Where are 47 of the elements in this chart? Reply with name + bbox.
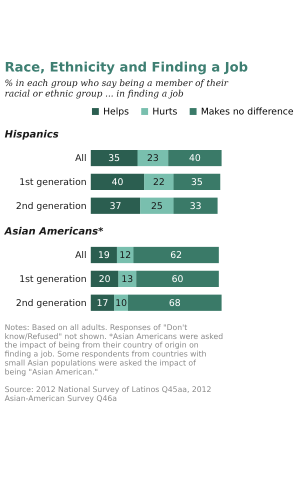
bar [90,150,138,166]
bar [90,198,140,214]
source-note: Source: 2012 National Survey of Latinos Q45aa, 2012 Asian-American Survey Q46a [4,384,212,403]
legend-label: Hurts [152,106,178,118]
y-tick-label: All [75,250,87,262]
data-label: 40 [189,153,201,164]
data-label: 25 [150,200,163,212]
bar [174,174,220,190]
chart-title: Race, Ethnicity and Finding a Job [4,60,248,76]
bar [133,246,219,264]
data-label: 10 [115,298,128,309]
legend-label: Makes no difference [200,106,294,118]
bar [140,198,174,214]
bar [144,174,174,190]
data-label: 62 [170,250,182,262]
bar [174,198,218,214]
y-tick-label: 1st generation [19,274,87,285]
chart-title: Asian Americans* [4,226,104,238]
bar [136,270,219,287]
data-label: 35 [108,153,120,164]
data-label: 17 [96,298,108,309]
y-tick-label: 2nd generation [16,298,87,309]
bar [128,294,222,311]
bar [138,150,168,166]
data-label: 68 [168,298,181,309]
data-label: 12 [119,250,132,262]
data-label: 13 [121,274,134,285]
legend-label: Helps [103,106,130,118]
data-label: 40 [112,176,124,188]
y-tick-label: 1st generation [19,176,87,188]
y-tick-label: 2nd generation [16,200,87,212]
bar [90,270,118,287]
bar [168,150,222,166]
text: Hispanics [4,130,59,141]
text: Notes: Based on all adults. Responses of "Don't know/Refused" not shown. *Asian Americans were asked the impact of being from their country of origin on finding a job. Some respondents from countries with small Asian populations were asked the impact of being "Asian American." [4,323,224,376]
y-tick-label: All [75,153,87,164]
data-label: 20 [98,274,111,285]
bar [90,294,114,311]
chart-subtitle: % in each group who say being a member of their racial or ethnic group ... in finding a job [4,79,229,100]
bar [90,174,144,190]
data-label: 23 [146,153,159,164]
data-label: 22 [152,176,165,188]
data-label: 60 [172,274,184,285]
data-label: 37 [110,200,122,212]
data-label: 33 [190,200,202,212]
data-label: 19 [98,250,110,262]
data-label: 35 [191,176,203,188]
